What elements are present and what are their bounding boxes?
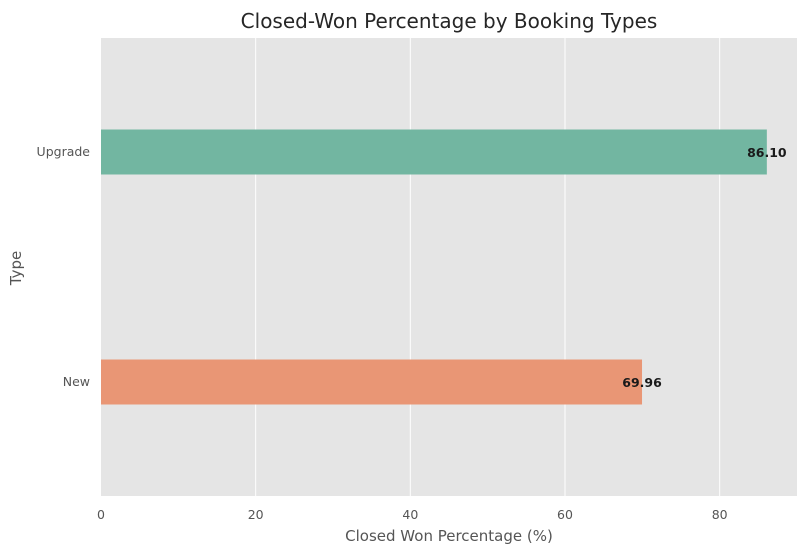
grid-lines bbox=[255, 38, 721, 496]
chart-title: Closed-Won Percentage by Booking Types bbox=[241, 9, 658, 33]
y-axis-label: Type bbox=[7, 251, 25, 286]
bar-new bbox=[101, 359, 643, 405]
data-label-new: 69.96 bbox=[622, 375, 662, 390]
x-tick-label: 0 bbox=[97, 507, 105, 522]
x-tick-label: 20 bbox=[248, 507, 264, 522]
y-tick-label: Upgrade bbox=[37, 144, 91, 159]
y-axis-ticks: New Upgrade bbox=[37, 144, 91, 389]
x-tick-label: 80 bbox=[712, 507, 728, 522]
data-label-upgrade: 86.10 bbox=[747, 145, 787, 160]
x-axis-label: Closed Won Percentage (%) bbox=[345, 527, 553, 545]
bars: 69.96 86.10 bbox=[101, 129, 787, 405]
bar-upgrade bbox=[101, 129, 767, 175]
x-tick-label: 40 bbox=[402, 507, 418, 522]
y-tick-label: New bbox=[63, 374, 90, 389]
plot-area bbox=[101, 38, 797, 496]
x-tick-label: 60 bbox=[557, 507, 573, 522]
x-axis-ticks: 0 20 40 60 80 bbox=[97, 507, 728, 522]
